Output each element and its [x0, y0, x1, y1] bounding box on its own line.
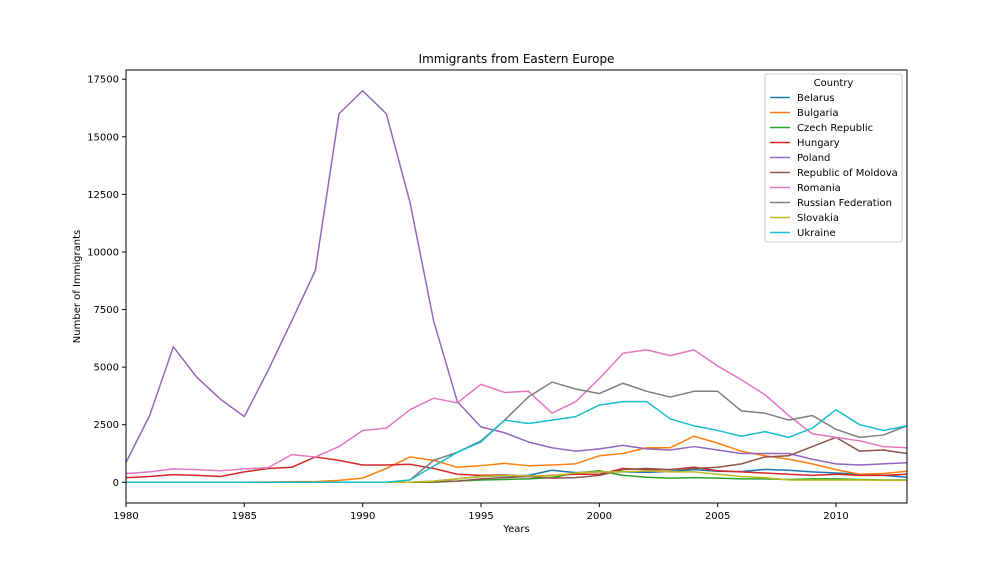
legend-title: Country: [814, 78, 854, 89]
y-tick-label-7500: 7500: [94, 305, 119, 316]
y-axis-label: Number of Immigrants: [72, 230, 83, 343]
x-tick-label-1985: 1985: [232, 511, 257, 522]
series-line-romania: [125, 349, 908, 475]
x-tick-label-2010: 2010: [823, 511, 848, 522]
x-tick-label-1990: 1990: [350, 511, 375, 522]
x-axis-label: Years: [502, 524, 529, 535]
series-line-ukraine: [126, 400, 908, 484]
chart-title: Immigrants from Eastern Europe: [419, 52, 615, 66]
series-line-poland: [125, 89, 908, 466]
y-tick-label-10000: 10000: [87, 247, 119, 258]
y-tick-label-12500: 12500: [87, 190, 119, 201]
x-tick-label-1995: 1995: [468, 511, 493, 522]
legend-label-slovakia: Slovakia: [797, 213, 839, 224]
y-tick-label-17500: 17500: [87, 75, 119, 86]
y-tick-label-2500: 2500: [94, 420, 119, 431]
legend-label-poland: Poland: [797, 153, 830, 164]
series-line-russian-federation: [126, 381, 908, 484]
legend-label-bulgaria: Bulgaria: [797, 108, 838, 119]
legend-box: [764, 73, 903, 243]
legend-entries: Belarus Bulgaria Czech Republic Hungary Pola…: [770, 93, 898, 239]
y-tick-label-15000: 15000: [87, 132, 119, 143]
x-tick-label-2000: 2000: [587, 511, 612, 522]
x-tick-label-1980: 1980: [113, 511, 138, 522]
plot-frame: [125, 69, 908, 504]
x-tick-label-2005: 2005: [705, 511, 730, 522]
legend: Country Belarus Bulgaria Czech Republic Hun…: [764, 73, 903, 243]
y-tick-label-5000: 5000: [94, 363, 119, 374]
plot-area: [125, 89, 908, 484]
legend-label-hungary: Hungary: [797, 138, 840, 149]
legend-label-czech-republic: Czech Republic: [797, 123, 873, 134]
legend-label-romania: Romania: [797, 183, 841, 194]
legend-label-russian-federation: Russian Federation: [797, 198, 892, 209]
legend-label-ukraine: Ukraine: [797, 228, 836, 239]
y-axis: 0 2500 5000 7500 10000 12500 15000 17500: [87, 75, 126, 489]
y-tick-label-0: 0: [113, 478, 119, 489]
x-axis: 1980 1985 1990 1995 2000 2005 2010: [113, 503, 849, 522]
legend-label-republic-of-moldova: Republic of Moldova: [797, 168, 898, 179]
legend-label-belarus: Belarus: [797, 93, 835, 104]
